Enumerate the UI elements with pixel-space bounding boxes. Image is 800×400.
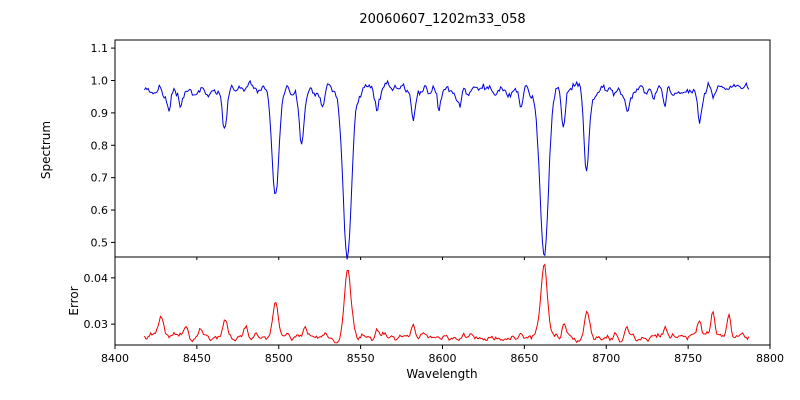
spectrum-panel-frame: [114, 39, 771, 258]
error-panel-frame: [114, 256, 771, 346]
y-tick-label: 1.1: [91, 42, 109, 55]
x-tick-label: 8400: [101, 352, 129, 365]
y-tick-label: 0.04: [84, 272, 109, 285]
spectrum-y-axis-label: Spectrum: [39, 121, 53, 179]
x-axis-label: Wavelength: [406, 367, 477, 381]
y-tick-label: 0.5: [91, 236, 109, 249]
axis-ticks: 8400 8450 8500 8550 8600 8650 8700 8750 8800 0.5 0…: [84, 42, 785, 365]
error-line: [144, 263, 750, 344]
x-tick-label: 8700: [592, 352, 620, 365]
spectrum-line: [144, 79, 750, 260]
y-tick-label: 0.6: [91, 204, 109, 217]
error-y-axis-label: Error: [67, 286, 81, 315]
x-tick-label: 8800: [756, 352, 784, 365]
x-tick-label: 8650: [510, 352, 538, 365]
y-tick-label: 0.9: [91, 107, 109, 120]
x-tick-label: 8750: [674, 352, 702, 365]
x-tick-label: 8600: [429, 352, 457, 365]
x-tick-label: 8450: [183, 352, 211, 365]
y-tick-label: 1.0: [91, 74, 109, 87]
y-tick-label: 0.7: [91, 172, 109, 185]
x-tick-label: 8550: [347, 352, 375, 365]
chart-title: 20060607_1202m33_058: [359, 12, 526, 27]
x-tick-label: 8500: [265, 352, 293, 365]
y-tick-label: 0.8: [91, 139, 109, 152]
y-tick-label: 0.03: [84, 318, 109, 331]
